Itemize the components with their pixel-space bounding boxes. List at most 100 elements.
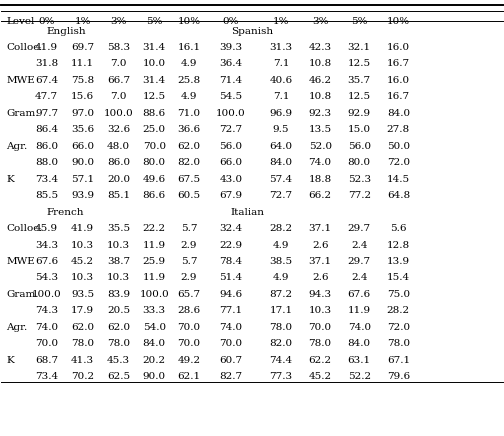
Text: 66.0: 66.0 <box>71 142 94 151</box>
Text: Colloc.: Colloc. <box>7 43 43 52</box>
Text: 3%: 3% <box>312 17 329 26</box>
Text: 25.9: 25.9 <box>143 257 166 266</box>
Text: 100.0: 100.0 <box>140 290 169 299</box>
Text: 10%: 10% <box>387 17 410 26</box>
Text: 35.7: 35.7 <box>348 76 371 85</box>
Text: 20.5: 20.5 <box>107 307 130 315</box>
Text: 77.3: 77.3 <box>270 372 293 381</box>
Text: 7.1: 7.1 <box>273 92 289 101</box>
Text: 83.9: 83.9 <box>107 290 130 299</box>
Text: 39.3: 39.3 <box>219 43 242 52</box>
Text: 62.5: 62.5 <box>107 372 130 381</box>
Text: 22.9: 22.9 <box>219 241 242 249</box>
Text: 45.9: 45.9 <box>35 224 58 233</box>
Text: 94.3: 94.3 <box>308 290 332 299</box>
Text: 77.1: 77.1 <box>219 307 242 315</box>
Text: 67.4: 67.4 <box>35 76 58 85</box>
Text: 22.2: 22.2 <box>143 224 166 233</box>
Text: 49.2: 49.2 <box>177 356 201 365</box>
Text: 52.3: 52.3 <box>348 175 371 184</box>
Text: 10.3: 10.3 <box>71 241 94 249</box>
Text: Italian: Italian <box>231 208 265 217</box>
Text: 82.0: 82.0 <box>177 158 201 167</box>
Text: 46.2: 46.2 <box>308 76 332 85</box>
Text: 40.6: 40.6 <box>270 76 293 85</box>
Text: 12.8: 12.8 <box>387 241 410 249</box>
Text: 84.0: 84.0 <box>270 158 293 167</box>
Text: 72.0: 72.0 <box>387 158 410 167</box>
Text: 17.1: 17.1 <box>270 307 293 315</box>
Text: 84.0: 84.0 <box>387 109 410 118</box>
Text: 72.0: 72.0 <box>387 323 410 332</box>
Text: Colloc.: Colloc. <box>7 224 43 233</box>
Text: 2.9: 2.9 <box>180 241 197 249</box>
Text: 79.6: 79.6 <box>387 372 410 381</box>
Text: 67.5: 67.5 <box>177 175 201 184</box>
Text: 41.9: 41.9 <box>35 43 58 52</box>
Text: 33.3: 33.3 <box>143 307 166 315</box>
Text: 28.6: 28.6 <box>177 307 201 315</box>
Text: 15.6: 15.6 <box>71 92 94 101</box>
Text: 11.9: 11.9 <box>143 241 166 249</box>
Text: 52.2: 52.2 <box>348 372 371 381</box>
Text: 57.1: 57.1 <box>71 175 94 184</box>
Text: 51.4: 51.4 <box>219 273 242 283</box>
Text: 31.4: 31.4 <box>143 76 166 85</box>
Text: 2.4: 2.4 <box>351 273 367 283</box>
Text: 65.7: 65.7 <box>177 290 201 299</box>
Text: 88.6: 88.6 <box>143 109 166 118</box>
Text: 4.9: 4.9 <box>273 273 289 283</box>
Text: 42.3: 42.3 <box>308 43 332 52</box>
Text: 92.9: 92.9 <box>348 109 371 118</box>
Text: 36.4: 36.4 <box>219 59 242 68</box>
Text: 31.8: 31.8 <box>35 59 58 68</box>
Text: 11.1: 11.1 <box>71 59 94 68</box>
Text: MWE: MWE <box>7 257 35 266</box>
Text: 10.3: 10.3 <box>308 307 332 315</box>
Text: 12.5: 12.5 <box>348 59 371 68</box>
Text: 67.6: 67.6 <box>348 290 371 299</box>
Text: 70.0: 70.0 <box>35 339 58 348</box>
Text: 70.0: 70.0 <box>177 339 201 348</box>
Text: 66.2: 66.2 <box>308 191 332 200</box>
Text: 70.2: 70.2 <box>71 372 94 381</box>
Text: 78.0: 78.0 <box>71 339 94 348</box>
Text: 56.0: 56.0 <box>348 142 371 151</box>
Text: 82.7: 82.7 <box>219 372 242 381</box>
Text: 82.0: 82.0 <box>270 339 293 348</box>
Text: 2.6: 2.6 <box>312 273 329 283</box>
Text: 5%: 5% <box>146 17 162 26</box>
Text: 52.0: 52.0 <box>308 142 332 151</box>
Text: 74.0: 74.0 <box>35 323 58 332</box>
Text: 88.0: 88.0 <box>35 158 58 167</box>
Text: 69.7: 69.7 <box>71 43 94 52</box>
Text: 66.0: 66.0 <box>219 158 242 167</box>
Text: 47.7: 47.7 <box>35 92 58 101</box>
Text: Gram.: Gram. <box>7 109 39 118</box>
Text: 2.6: 2.6 <box>312 241 329 249</box>
Text: 86.6: 86.6 <box>143 191 166 200</box>
Text: 17.9: 17.9 <box>71 307 94 315</box>
Text: 2.9: 2.9 <box>180 273 197 283</box>
Text: 60.5: 60.5 <box>177 191 201 200</box>
Text: 16.7: 16.7 <box>387 92 410 101</box>
Text: 12.5: 12.5 <box>143 92 166 101</box>
Text: 84.0: 84.0 <box>348 339 371 348</box>
Text: 45.2: 45.2 <box>308 372 332 381</box>
Text: 48.0: 48.0 <box>107 142 130 151</box>
Text: Gram.: Gram. <box>7 290 39 299</box>
Text: 38.5: 38.5 <box>270 257 293 266</box>
Text: 54.5: 54.5 <box>219 92 242 101</box>
Text: 10%: 10% <box>177 17 201 26</box>
Text: 94.6: 94.6 <box>219 290 242 299</box>
Text: 85.5: 85.5 <box>35 191 58 200</box>
Text: 10.3: 10.3 <box>107 273 130 283</box>
Text: 62.1: 62.1 <box>177 372 201 381</box>
Text: 9.5: 9.5 <box>273 125 289 134</box>
Text: 86.0: 86.0 <box>35 142 58 151</box>
Text: French: French <box>46 208 84 217</box>
Text: 25.8: 25.8 <box>177 76 201 85</box>
Text: 64.8: 64.8 <box>387 191 410 200</box>
Text: 67.6: 67.6 <box>35 257 58 266</box>
Text: 2.4: 2.4 <box>351 241 367 249</box>
